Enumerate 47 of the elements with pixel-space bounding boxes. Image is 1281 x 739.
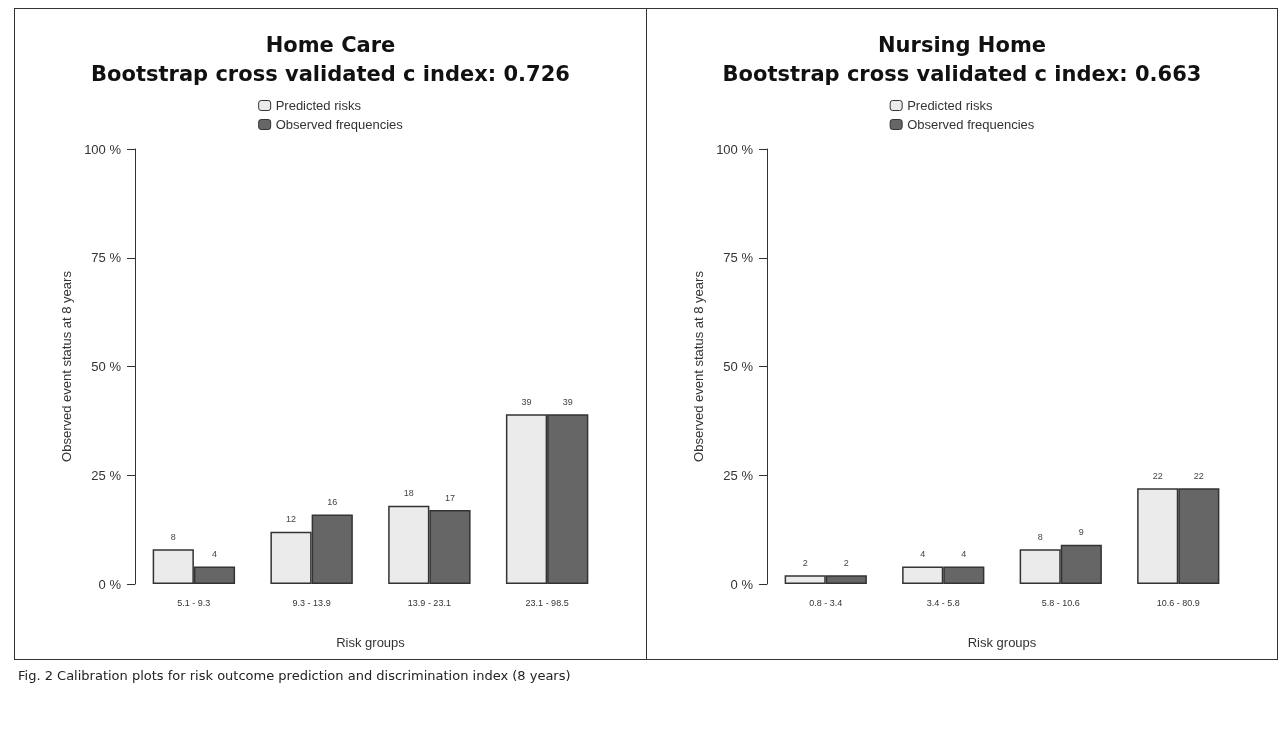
data-label: 39 [562, 396, 573, 407]
x-tick-label: 5.1 - 9.3 [177, 597, 211, 608]
y-tick-label: 50 % [723, 359, 754, 374]
caption: Fig. 2 Calibration plots for risk outcome prediction and discrimination index (8 years) [18, 668, 571, 683]
data-label: 4 [961, 549, 967, 560]
data-label: 9 [1078, 527, 1084, 538]
x-axis-title: Risk groups [967, 635, 1037, 650]
data-label: 22 [1152, 470, 1163, 481]
x-tick-label: 10.6 - 80.9 [1156, 597, 1200, 608]
chart-subtitle: Bootstrap cross validated c index: 0.663 [722, 61, 1202, 86]
legend-label: Predicted risks [907, 98, 993, 113]
y-tick-label: 0 % [730, 576, 754, 592]
x-tick-label: 5.8 - 10.6 [1041, 597, 1080, 608]
x-tick-label: 23.1 - 98.5 [525, 597, 569, 608]
x-axis-title: Risk groups [336, 635, 406, 650]
data-label: 4 [920, 549, 926, 560]
y-tick-label: 0 % [98, 576, 122, 592]
data-label: 8 [170, 531, 176, 542]
data-label: 2 [802, 557, 808, 568]
data-label: 18 [403, 488, 414, 499]
data-label: 22 [1193, 470, 1204, 481]
legend-label: Observed frequencies [907, 117, 1035, 132]
x-tick-label: 0.8 - 3.4 [809, 597, 843, 608]
y-tick-label: 75 % [91, 250, 122, 266]
legend-label: Observed frequencies [275, 117, 404, 132]
chart-title: Nursing Home [878, 32, 1046, 57]
y-tick-label: 100 % [716, 141, 754, 157]
y-tick-label: 100 % [84, 141, 122, 157]
y-axis-title: Observed event status at 8 years [59, 270, 75, 462]
chart-title: Home Care [265, 32, 396, 57]
x-tick-label: 3.4 - 5.8 [926, 597, 960, 608]
y-tick-label: 25 % [91, 467, 122, 483]
y-tick-label: 25 % [723, 467, 754, 483]
data-label: 8 [1037, 531, 1043, 542]
y-tick-label: 75 % [723, 250, 754, 266]
data-label: 2 [843, 557, 849, 568]
x-tick-label: 9.3 - 13.9 [292, 597, 331, 608]
data-label: 39 [521, 396, 532, 407]
data-label: 4 [211, 549, 217, 560]
data-label: 16 [327, 496, 338, 507]
y-axis-title: Observed event status at 8 years [691, 270, 707, 462]
chart-subtitle: Bootstrap cross validated c index: 0.726 [91, 61, 570, 86]
y-tick-label: 50 % [91, 359, 122, 374]
data-label: 17 [444, 492, 455, 503]
x-tick-label: 13.9 - 23.1 [407, 597, 451, 608]
data-label: 12 [286, 514, 297, 525]
legend-label: Predicted risks [275, 98, 362, 113]
